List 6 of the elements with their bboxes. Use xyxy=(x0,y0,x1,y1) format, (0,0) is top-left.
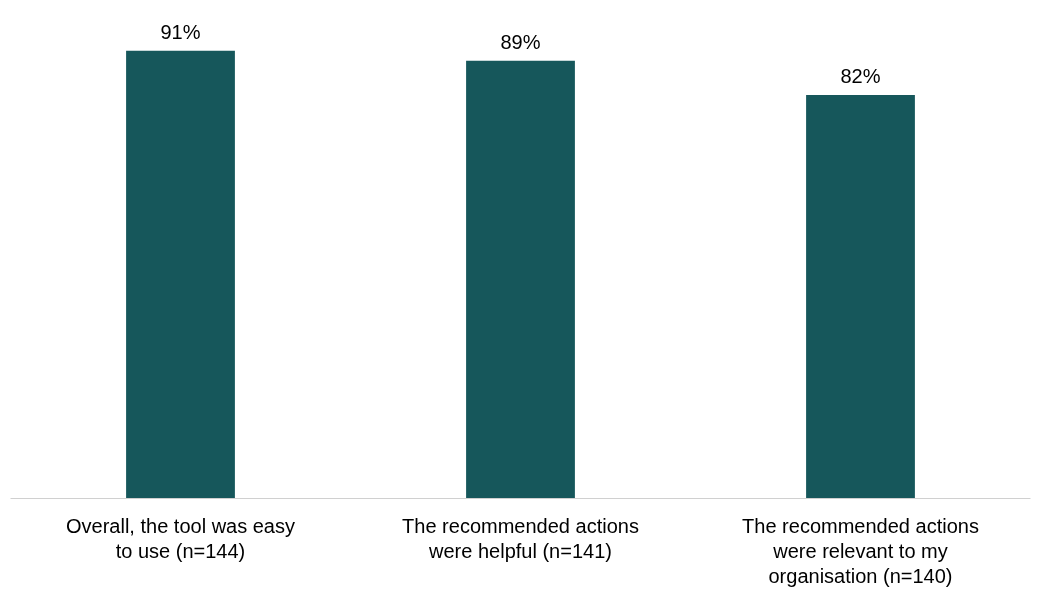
x-tick-label: The recommended actions were relevant to my organisation (n=140) xyxy=(742,514,979,588)
data-label: 82% xyxy=(840,65,881,88)
x-tick-label: Overall, the tool was easy to use (n=144) xyxy=(66,514,295,562)
x-tick-label: The recommended actions were helpful (n=141) xyxy=(402,514,639,562)
data-label: 89% xyxy=(500,30,541,53)
data-label: 91% xyxy=(160,20,201,43)
